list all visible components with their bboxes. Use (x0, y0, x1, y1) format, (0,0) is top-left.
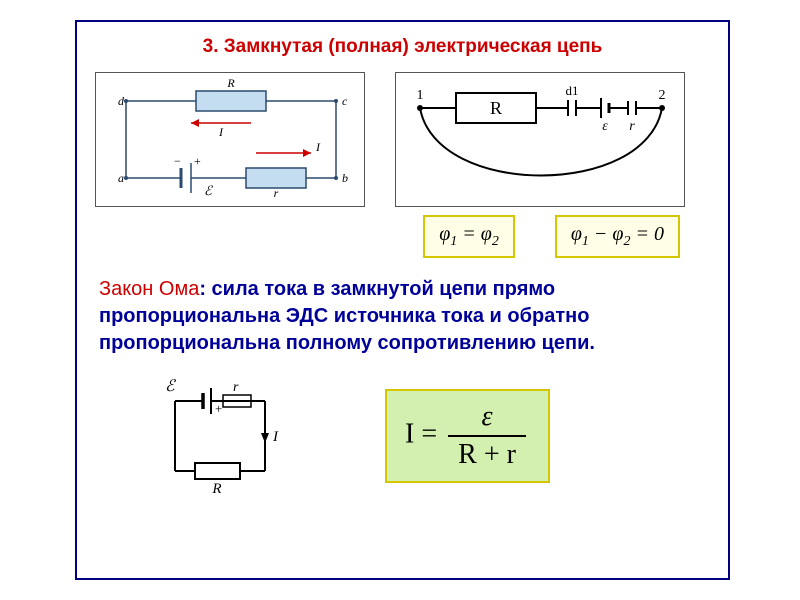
node-2: 2 (659, 88, 666, 103)
formula-phi-equal: φ1 = φ2 (423, 215, 515, 258)
r-label-right: r (629, 119, 635, 134)
svg-text:+: + (194, 154, 201, 168)
node-d: d (118, 94, 125, 108)
circuit-diagram-small: + ℰ r I R (145, 371, 295, 501)
law-name: Закон Ома (99, 278, 199, 300)
ohm-law-statement: Закон Ома: сила тока в замкнутой цепи пр… (95, 276, 710, 357)
emf-label: ℰ (204, 183, 213, 198)
circuit-left-svg: R d c I − + ℰ (96, 73, 366, 208)
svg-text:ε: ε (602, 119, 608, 134)
I-label-small: I (272, 429, 279, 445)
slide-frame: 3. Замкнутая (полная) электрическая цепь… (75, 20, 730, 580)
svg-text:−: − (174, 154, 181, 168)
node-a: a (118, 171, 124, 185)
r-label: r (274, 186, 279, 200)
r-label-small: r (233, 380, 239, 395)
R-label-right: R (490, 98, 502, 118)
R-label-small: R (211, 481, 221, 497)
node-c: c (342, 94, 348, 108)
circuit-diagram-right: 1 R d1 ε r 2 (395, 72, 685, 207)
I-label-bottom: I (315, 140, 321, 154)
circuit-diagram-left: R d c I − + ℰ (95, 72, 365, 207)
potential-formulas: φ1 = φ2 φ1 − φ2 = 0 (95, 215, 710, 258)
node-1: 1 (417, 88, 424, 103)
circuit-right-svg: 1 R d1 ε r 2 (396, 73, 686, 208)
ohm-law-formula: I = εR + r (385, 389, 550, 483)
diagrams-row: R d c I − + ℰ (95, 72, 710, 207)
formula-phi-diff: φ1 − φ2 = 0 (555, 215, 680, 258)
slide-title: 3. Замкнутая (полная) электрическая цепь (95, 36, 710, 58)
circuit-small-svg: + ℰ r I R (145, 371, 295, 501)
I-label-top: I (218, 125, 224, 139)
emf-label-small: ℰ (165, 378, 177, 395)
bottom-row: + ℰ r I R I = εR + r (95, 371, 710, 501)
svg-text:+: + (215, 401, 222, 416)
node-b: b (342, 171, 348, 185)
R-label: R (226, 76, 235, 90)
dl-label: d1 (566, 83, 579, 98)
